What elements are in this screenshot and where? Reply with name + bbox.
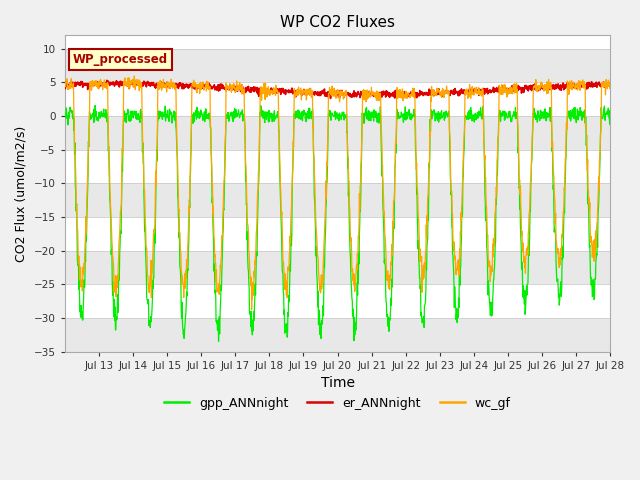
Text: WP_processed: WP_processed — [73, 53, 168, 66]
Legend: gpp_ANNnight, er_ANNnight, wc_gf: gpp_ANNnight, er_ANNnight, wc_gf — [159, 392, 516, 415]
Bar — [65, 251, 611, 284]
Title: WP CO2 Fluxes: WP CO2 Fluxes — [280, 15, 395, 30]
Bar — [65, 116, 611, 150]
Bar — [65, 183, 611, 217]
Bar — [65, 49, 611, 83]
Bar — [65, 318, 611, 351]
X-axis label: Time: Time — [321, 376, 355, 390]
Y-axis label: CO2 Flux (umol/m2/s): CO2 Flux (umol/m2/s) — [15, 125, 28, 262]
